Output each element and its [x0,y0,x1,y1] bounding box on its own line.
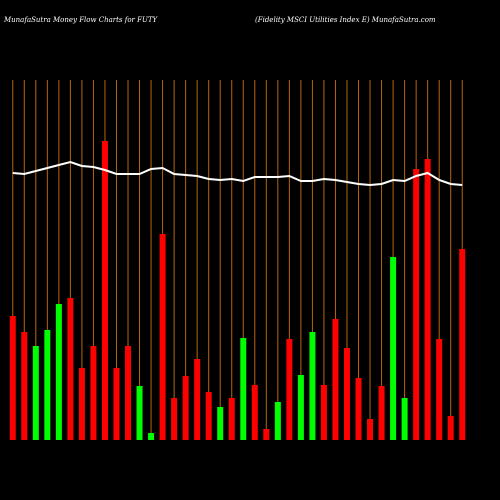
bar [182,376,189,440]
bar [136,386,143,440]
bar [390,257,397,440]
bar [205,392,212,440]
bar [217,407,224,440]
bar [332,319,339,440]
bar [9,316,16,440]
bar [21,332,28,440]
line [12,160,463,187]
bar [401,398,408,440]
bar [67,298,74,440]
bar [286,339,293,440]
chart-subtitle: (Fidelity MSCI Utilities Index E) Munafa… [255,16,436,24]
bar [309,332,316,440]
bar [447,416,454,440]
bar [101,141,108,440]
bar [44,330,51,440]
bar [343,348,350,440]
bar [367,419,374,440]
bar [159,234,166,440]
bar [263,429,270,440]
bar [171,398,178,440]
bar [355,378,362,440]
bar [90,346,97,440]
bar [459,249,466,440]
bar [378,386,385,440]
bar [320,385,327,440]
bar [113,368,120,440]
bar [297,375,304,440]
bar [228,398,235,440]
bar [413,169,420,440]
chart-title: MunafaSutra Money Flow Charts for FUTY [3,16,159,24]
bar [32,346,39,440]
bar [148,433,155,440]
bar [251,385,258,440]
bar [194,359,201,440]
bar [78,368,85,440]
bar [436,339,443,440]
bar [274,402,281,440]
bar [240,338,247,440]
bar [424,159,431,440]
bar [125,346,132,440]
bar [55,304,62,440]
